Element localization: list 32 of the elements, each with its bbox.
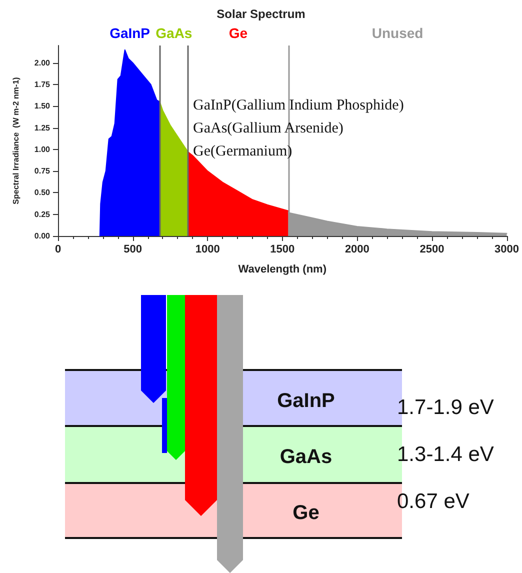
x-tick-label: 2000 — [344, 244, 370, 256]
x-tick-label: 500 — [124, 244, 142, 256]
x-tick-label: 3000 — [494, 244, 520, 256]
y-tick-label: 1.00 — [34, 144, 51, 154]
x-tick-label: 1000 — [195, 244, 220, 256]
text: Unused — [372, 25, 424, 41]
chart-title: Solar Spectrum — [216, 7, 306, 21]
annotation: GaAs(Gallium Arsenide) — [193, 120, 344, 136]
y-tick-label: 0.50 — [34, 188, 51, 198]
x-tick-label: 2500 — [420, 244, 444, 256]
y-axis-title: Spectral Irradiance (W m-2 nm-1) — [12, 76, 20, 204]
text: 0.67 eV — [397, 490, 470, 513]
text: GaAs — [156, 25, 192, 41]
text: Ge — [292, 502, 320, 524]
annotation: Ge(Germanium) — [193, 144, 292, 160]
text: 1.7-1.9 eV — [397, 396, 494, 419]
text: GaInP — [277, 390, 335, 412]
annotation: GaInP(Gallium Indium Phosphide) — [193, 98, 404, 114]
series-label: GaInP — [110, 25, 150, 41]
y-tick-label: 2.00 — [34, 58, 51, 68]
y-tick-label: 1.25 — [34, 123, 51, 132]
y-tick-label: 1.50 — [34, 102, 51, 111]
text: GaAs — [280, 446, 332, 468]
y-tick-label: 0.75 — [34, 166, 51, 176]
x-tick-label: 0 — [54, 244, 62, 256]
y-tick-label: 0.25 — [34, 210, 51, 219]
text: 1.3-1.4 eV — [397, 443, 494, 466]
y-tick-label: 1.75 — [34, 80, 51, 89]
x-tick-label: 1500 — [270, 244, 295, 256]
y-tick-label: 0.00 — [34, 232, 51, 240]
x-axis-title: Wavelength (nm) — [238, 264, 327, 276]
text: Ge — [228, 25, 248, 41]
